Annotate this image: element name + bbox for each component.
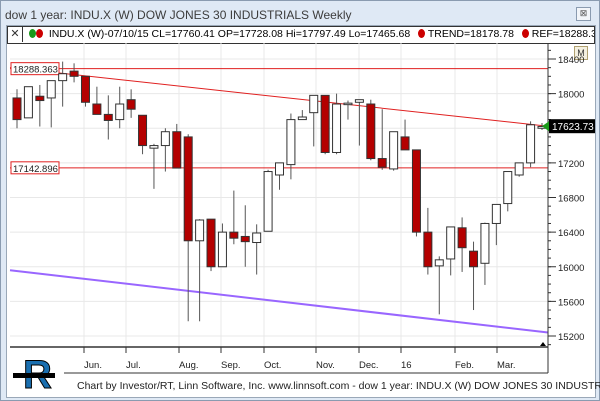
window-title: dow 1 year: INDU.X (W) DOW JONES 30 INDU… <box>5 8 352 22</box>
ref-marker-icon <box>521 29 529 38</box>
svg-text:16000: 16000 <box>558 263 584 274</box>
svg-text:17623.73: 17623.73 <box>552 122 594 133</box>
x-tick-label: Jun. <box>84 360 102 371</box>
svg-text:18288.363: 18288.363 <box>13 65 58 76</box>
footer-credit: Chart by Investor/RT, Linn Software, Inc… <box>77 380 600 392</box>
quote-text: INDU.X (W)-07/10/15 CL=17760.41 OP=17728… <box>48 28 411 40</box>
x-tick-label: Nov. <box>316 360 335 371</box>
close-icon: ⊠ <box>579 8 588 18</box>
svg-text:16400: 16400 <box>558 228 584 239</box>
svg-text:18000: 18000 <box>558 90 584 101</box>
green-status-icon <box>28 29 36 38</box>
red-status-icon <box>35 29 43 38</box>
x-tick-label: 16 <box>401 360 412 371</box>
investor-rt-logo: R <box>13 354 55 394</box>
x-tick-label: Oct. <box>264 360 281 371</box>
chart-frame: ✕ INDU.X (W)-07/10/15 CL=17760.41 OP=177… <box>6 25 600 398</box>
info-bar: ✕ INDU.X (W)-07/10/15 CL=17760.41 OP=177… <box>7 26 595 44</box>
svg-text:15600: 15600 <box>558 297 584 308</box>
m-button[interactable]: M <box>574 46 588 60</box>
x-tick-label: Feb. <box>455 360 474 371</box>
svg-text:17200: 17200 <box>558 159 584 170</box>
x-tick-label: Dec. <box>359 360 379 371</box>
svg-text:18400: 18400 <box>558 55 584 66</box>
window-close-button[interactable]: ⊠ <box>576 7 591 21</box>
svg-text:16800: 16800 <box>558 194 584 205</box>
ref-value: REF=18288.36 <box>531 28 594 40</box>
x-tick-label: Sep. <box>221 360 241 371</box>
svg-text:17142.896: 17142.896 <box>13 164 58 175</box>
trend-marker-icon <box>418 29 426 38</box>
x-tick-label: Mar. <box>497 360 515 371</box>
infobar-close-button[interactable]: ✕ <box>8 27 23 42</box>
candlestick-chart: 18288.363 17142.896 15200 15600 16000 16400 16… <box>9 43 595 374</box>
trend-value: TREND=18178.78 <box>427 28 514 40</box>
svg-text:15200: 15200 <box>558 332 584 343</box>
x-tick-label: Jul. <box>126 360 141 371</box>
x-tick-label: Aug. <box>179 360 199 371</box>
